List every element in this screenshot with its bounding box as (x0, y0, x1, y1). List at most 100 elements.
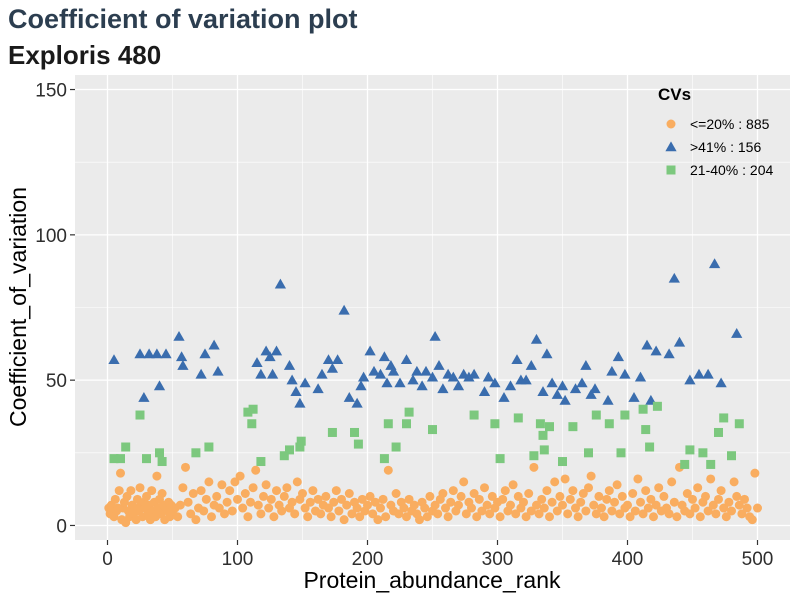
data-point-high (255, 368, 267, 379)
legend-item-low: <=20% : 885 (666, 116, 770, 132)
data-point-low (178, 483, 188, 493)
data-point-low (469, 489, 479, 498)
data-point-high (559, 394, 571, 405)
data-point-low (573, 512, 583, 522)
data-point-low (529, 462, 539, 472)
data-point-low (747, 515, 757, 525)
data-point-high (468, 368, 480, 379)
data-point-low (542, 486, 552, 496)
data-point-low (363, 500, 372, 510)
data-point-low (532, 500, 541, 510)
data-point-high (394, 377, 406, 388)
data-point-low (181, 462, 190, 472)
data-point-low (711, 509, 721, 519)
data-point-high (619, 368, 631, 379)
data-point-mid (529, 451, 539, 461)
data-point-mid (645, 442, 655, 452)
data-point-low (321, 491, 331, 501)
data-point-high (312, 383, 324, 394)
data-point-high (299, 377, 311, 388)
data-point-mid (685, 445, 695, 455)
data-point-mid (404, 407, 414, 417)
data-point-low (628, 489, 638, 498)
data-point-low (347, 509, 357, 519)
data-point-low (277, 506, 287, 516)
data-point-low (688, 494, 697, 504)
data-point-low (545, 512, 554, 522)
legend-label-mid: 21-40% : 204 (690, 162, 773, 178)
data-point-low (539, 503, 549, 513)
data-point-high (355, 380, 367, 391)
data-point-low (441, 503, 450, 513)
data-point-high (270, 345, 283, 356)
data-point-low (433, 509, 443, 519)
data-point-mid (513, 413, 523, 423)
data-point-low (399, 503, 409, 513)
data-point-low (303, 512, 313, 522)
data-point-low (721, 512, 731, 522)
data-point-low (253, 500, 263, 510)
data-point-low (443, 512, 453, 522)
data-point-high (668, 272, 680, 283)
data-point-low (571, 503, 580, 513)
data-point-low (425, 491, 435, 501)
data-point-mid (402, 419, 411, 429)
data-point-mid (350, 427, 359, 437)
data-point-low (422, 512, 432, 522)
data-point-low (357, 494, 367, 504)
data-point-low (214, 503, 224, 513)
data-point-low (708, 500, 718, 510)
data-point-low (576, 497, 586, 507)
data-point-low (753, 503, 762, 513)
data-point-mid (538, 430, 548, 440)
data-point-low (313, 494, 323, 504)
data-point-low (524, 489, 534, 498)
data-point-high (374, 368, 387, 379)
data-point-high (606, 365, 618, 376)
data-point-high (437, 383, 449, 394)
data-point-high (177, 360, 189, 370)
data-point-low (207, 512, 216, 522)
data-point-low (381, 512, 391, 522)
data-point-low (376, 503, 385, 513)
data-point-low (607, 506, 617, 516)
data-point-high (143, 348, 155, 359)
data-point-low (259, 491, 268, 501)
data-point-low (589, 500, 599, 510)
data-point-low (461, 509, 471, 519)
legend-marker-low (666, 119, 676, 129)
data-point-low (729, 477, 739, 487)
series-high (108, 258, 743, 408)
data-point-mid (727, 451, 736, 461)
data-point-low (290, 509, 300, 519)
data-point-high (381, 377, 393, 388)
data-point-mid (616, 448, 626, 458)
data-point-low (695, 512, 705, 522)
data-point-high (498, 391, 510, 402)
data-point-low (402, 512, 411, 522)
y-tick-label: 150 (35, 81, 67, 102)
data-point-low (391, 489, 401, 498)
data-point-mid (558, 457, 567, 467)
data-point-low (251, 465, 261, 475)
data-point-high (589, 383, 601, 394)
data-point-low (147, 486, 157, 496)
data-point-low (334, 506, 344, 516)
data-point-low (623, 500, 632, 510)
data-point-mid (641, 425, 651, 435)
data-point-mid (719, 413, 729, 423)
data-point-high (208, 339, 220, 350)
data-point-low (233, 494, 242, 504)
data-point-mid (428, 425, 437, 435)
data-point-low (727, 506, 736, 516)
data-point-low (508, 480, 518, 490)
data-point-low (467, 503, 476, 513)
data-point-low (135, 483, 145, 493)
data-point-low (737, 509, 747, 519)
data-point-high (641, 339, 653, 350)
data-point-low (235, 471, 245, 481)
data-point-low (597, 503, 606, 513)
data-point-low (472, 512, 482, 522)
data-point-high (663, 348, 675, 359)
data-point-mid (734, 419, 744, 429)
